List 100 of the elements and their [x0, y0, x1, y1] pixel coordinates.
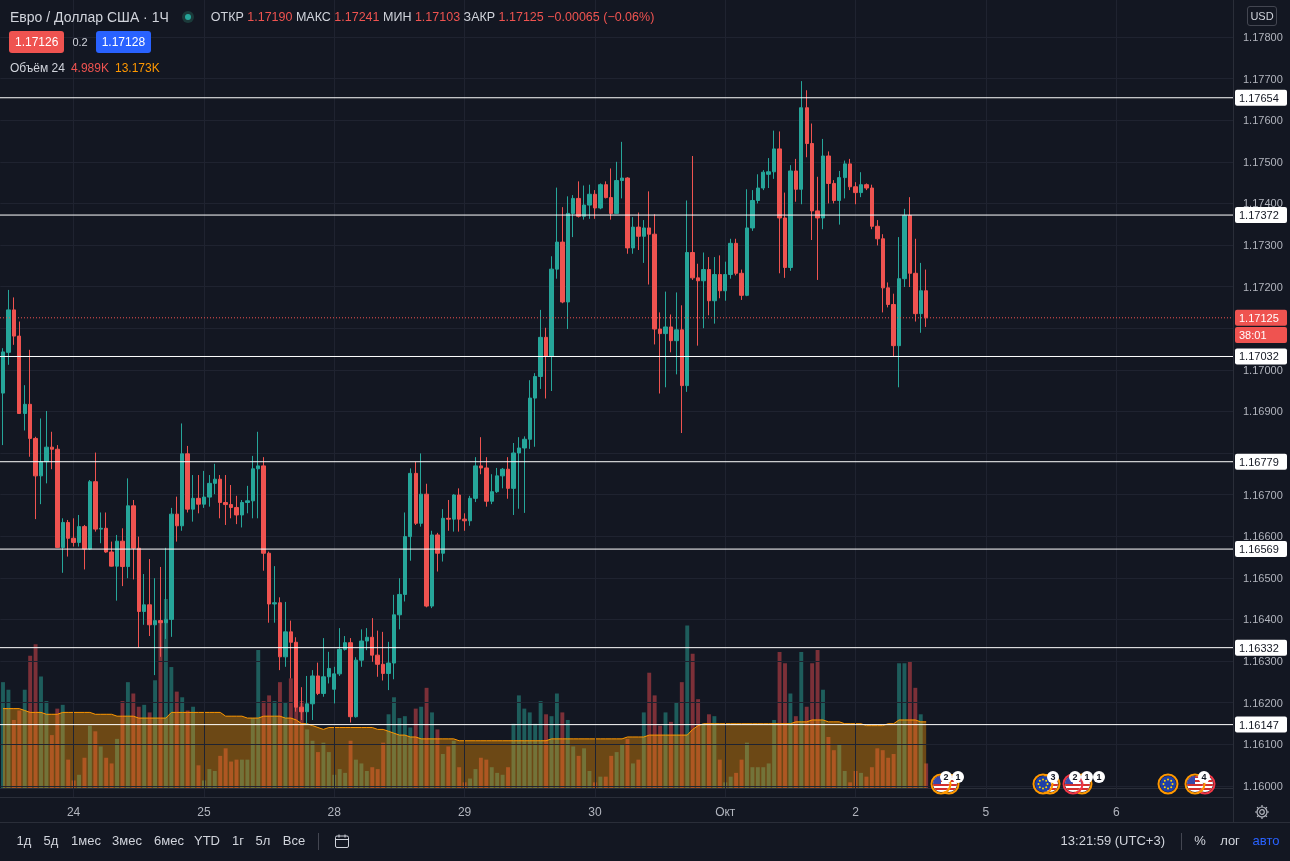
candlestick — [348, 637, 353, 724]
bar — [734, 772, 739, 788]
candlestick — [506, 456, 510, 500]
ref-line-label: 1.16332 — [1239, 641, 1279, 654]
candlestick — [430, 530, 434, 609]
annotation: 4 — [1198, 771, 1210, 783]
candlestick — [663, 291, 668, 388]
bar — [180, 696, 185, 788]
bar — [799, 651, 804, 788]
candlestick — [115, 534, 119, 602]
bar — [451, 740, 456, 788]
candlestick — [142, 573, 146, 626]
candlestick — [316, 662, 320, 696]
bar — [560, 711, 565, 788]
annotation: 2 — [940, 771, 952, 783]
y-tick-label: 1.16100 — [1243, 738, 1283, 751]
bar — [278, 681, 282, 788]
candlestick — [99, 511, 103, 544]
annotation: 1.17128 — [95, 31, 152, 53]
bar — [364, 770, 369, 788]
annotation: 3 — [1047, 771, 1059, 783]
bar — [668, 721, 673, 788]
annotation: 1 — [1093, 771, 1105, 783]
y-tick-label: 1.17200 — [1243, 280, 1283, 293]
text: лог — [1220, 833, 1240, 849]
text: 1мес — [71, 833, 101, 849]
candlestick — [701, 251, 706, 329]
bar — [679, 681, 684, 788]
candlestick — [636, 212, 641, 251]
bar — [435, 729, 440, 788]
bar — [185, 710, 190, 788]
bar — [191, 706, 196, 788]
candlestick — [137, 536, 141, 649]
x-tick-label: 2 — [852, 805, 860, 819]
text: 6мес — [154, 833, 184, 849]
bar — [636, 759, 641, 788]
bar — [153, 679, 158, 788]
candlestick — [593, 189, 597, 220]
bar — [218, 755, 223, 788]
ref-line-label: 1.17125 — [1239, 311, 1279, 324]
bar — [316, 751, 320, 788]
bar — [33, 643, 38, 788]
text: авто — [1252, 833, 1280, 849]
bar — [77, 774, 81, 788]
text: 1г — [232, 833, 244, 849]
bar — [848, 781, 853, 788]
candlestick — [674, 291, 679, 375]
candlestick — [631, 216, 635, 255]
bar — [136, 706, 141, 788]
annotation: 1.17126 — [9, 31, 65, 53]
bar — [826, 736, 831, 788]
annotation: Объём 24 — [10, 61, 65, 75]
bar — [60, 704, 65, 788]
bar — [897, 662, 901, 788]
bar — [212, 770, 217, 788]
candlestick — [82, 524, 87, 570]
y-tick-label: 1.16200 — [1243, 696, 1283, 709]
candlestick — [837, 170, 841, 226]
candlestick — [598, 182, 603, 210]
candlestick — [707, 256, 711, 316]
ref-line-label: 1.17032 — [1239, 350, 1279, 363]
bar — [147, 711, 152, 788]
text: ОТКР 1.17190 МАКС 1.17241 МИН 1.17103 ЗАКР 1.17125 −0.00065 (−0.06%) — [210, 10, 655, 24]
text: 38:01 — [1235, 326, 1287, 343]
x-tick-label: 28 — [327, 805, 342, 819]
bar — [864, 776, 869, 788]
candlestick — [685, 200, 689, 393]
bar — [430, 711, 434, 788]
bar — [630, 763, 635, 788]
bar — [66, 759, 71, 788]
x-tick-label: 29 — [457, 805, 472, 819]
candlestick — [799, 80, 803, 205]
bar — [506, 766, 510, 788]
bar — [918, 713, 923, 788]
candlestick — [93, 452, 98, 533]
bar — [831, 749, 836, 788]
candlestick — [185, 445, 190, 513]
bar — [131, 693, 136, 788]
bar — [109, 763, 114, 788]
candlestick — [424, 483, 429, 608]
y-tick-label: 1.16600 — [1243, 530, 1283, 543]
candlestick — [61, 517, 65, 574]
candlestick — [23, 384, 27, 432]
bar — [174, 691, 179, 788]
x-tick-label: 24 — [66, 805, 81, 819]
candlestick — [919, 262, 923, 334]
candlestick — [718, 254, 722, 299]
y-tick-label: 1.16500 — [1243, 571, 1283, 584]
candlestick — [175, 496, 179, 543]
annotation: 2 — [1069, 771, 1081, 783]
candlestick — [278, 596, 282, 671]
candlestick — [446, 499, 451, 532]
bar — [554, 693, 559, 788]
candlestick — [39, 417, 43, 505]
bar — [419, 706, 424, 788]
bar — [582, 747, 587, 788]
ref-line-label: 1.16569 — [1239, 543, 1279, 556]
y-tick-label: 1.16400 — [1243, 613, 1283, 626]
bar — [283, 702, 288, 788]
bar — [728, 776, 733, 788]
